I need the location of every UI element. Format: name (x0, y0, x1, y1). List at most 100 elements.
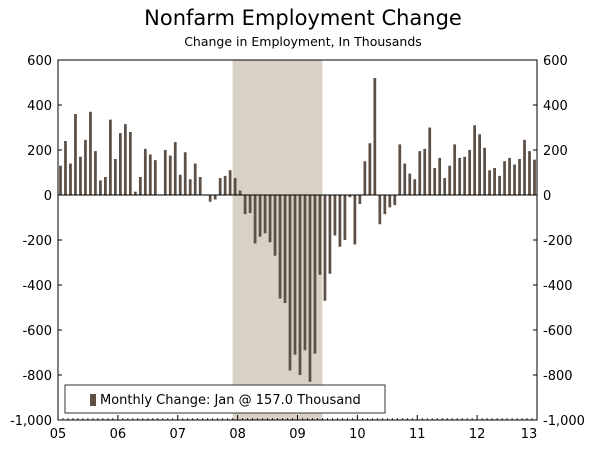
bar (333, 195, 337, 236)
bar (433, 168, 437, 195)
bar (79, 156, 82, 195)
bar (198, 177, 202, 195)
bar (448, 165, 452, 195)
bar (403, 163, 407, 195)
bar (413, 179, 417, 195)
bar (173, 142, 177, 195)
bar (253, 195, 257, 244)
bar (463, 156, 467, 195)
bar (288, 195, 292, 371)
y-tick-label-right: -800 (543, 369, 573, 384)
y-tick-label-right: 200 (543, 144, 568, 159)
y-tick-label-left: -600 (22, 324, 52, 339)
chart-subtitle: Change in Employment, In Thousands (184, 34, 422, 49)
bar (308, 195, 312, 382)
recession-shading (232, 60, 323, 420)
bar (343, 195, 347, 240)
bar (89, 111, 92, 195)
bar (323, 195, 327, 301)
bar (213, 195, 217, 200)
y-tick-label-right: -1,000 (543, 414, 585, 429)
bar (163, 150, 167, 195)
y-tick-label-left: -200 (22, 234, 52, 249)
y-tick-label-right: 0 (543, 189, 551, 204)
bar (273, 195, 277, 256)
bar (388, 195, 392, 208)
bar (69, 163, 72, 195)
bar (468, 150, 472, 195)
bar (143, 148, 147, 195)
x-tick-label: 05 (50, 427, 67, 442)
y-tick-label-right: -400 (543, 279, 573, 294)
bar (363, 161, 367, 195)
bar (153, 160, 157, 195)
y-tick-label-right: -200 (543, 234, 573, 249)
y-tick-label-left: -400 (22, 279, 52, 294)
x-tick-label: 07 (169, 427, 186, 442)
bar (368, 143, 372, 195)
bar (453, 144, 457, 195)
bar (228, 170, 232, 195)
bar (298, 195, 302, 375)
bar (338, 195, 342, 247)
bar (393, 195, 397, 206)
y-tick-label-right: 400 (543, 99, 568, 114)
y-tick-label-left: 200 (27, 144, 52, 159)
bar (263, 195, 267, 234)
bar (168, 155, 172, 195)
bar (258, 195, 262, 237)
bar (508, 157, 511, 195)
y-tick-label-right: 600 (543, 54, 568, 69)
x-tick-label: 13 (521, 427, 538, 442)
bar (128, 132, 132, 195)
bar (238, 190, 242, 195)
bar (443, 178, 447, 195)
bar (418, 151, 422, 195)
bar (493, 168, 496, 195)
bar (208, 195, 212, 202)
bar (223, 175, 227, 195)
y-tick-label-left: 0 (44, 189, 52, 204)
bar (518, 159, 521, 195)
bar (328, 195, 332, 274)
x-tick-label: 08 (229, 427, 246, 442)
bar (423, 148, 427, 195)
bar (148, 154, 152, 195)
bar (59, 165, 62, 195)
y-tick-label-left: 400 (27, 99, 52, 114)
legend-box (64, 384, 386, 414)
bar (478, 134, 481, 195)
bar (104, 177, 107, 195)
bar (233, 178, 237, 195)
bar (188, 179, 192, 195)
legend: Monthly Change: Jan @ 157.0 Thousand (64, 384, 386, 414)
bar (243, 195, 247, 215)
bar (109, 119, 112, 195)
bar (373, 78, 377, 195)
bar (428, 127, 432, 195)
bar (99, 180, 102, 195)
bar (533, 159, 536, 195)
bar (218, 178, 222, 195)
bar (513, 164, 516, 195)
bar (353, 195, 357, 245)
bar (408, 173, 412, 195)
bar (133, 191, 137, 195)
bar (318, 195, 322, 275)
bar (503, 161, 506, 195)
x-tick-label: 12 (469, 427, 486, 442)
legend-swatch (90, 394, 96, 406)
bar (383, 195, 387, 215)
bar (528, 151, 531, 195)
bar (94, 151, 97, 195)
bar (178, 174, 182, 195)
bar (84, 139, 87, 195)
bar (193, 163, 197, 195)
bar (293, 195, 297, 355)
y-tick-label-left: -800 (22, 369, 52, 384)
bar (438, 157, 442, 195)
bar (358, 195, 362, 204)
bar (183, 152, 187, 195)
x-tick-label: 09 (289, 427, 306, 442)
